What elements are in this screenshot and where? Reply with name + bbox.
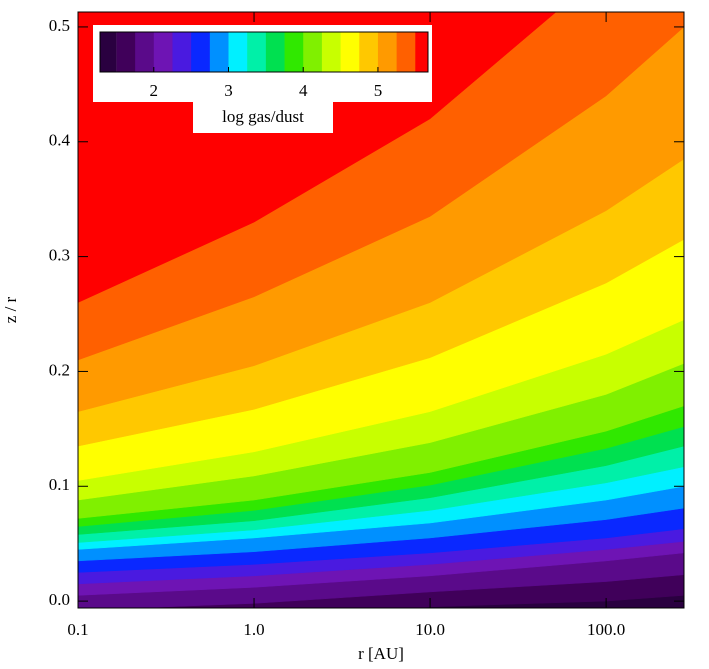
colorbar: 2 3 4 5: [100, 32, 429, 100]
colorbar-tick-label: 4: [299, 81, 308, 100]
colorbar-tick-label: 3: [224, 81, 233, 100]
y-tick-label: 0.3: [49, 246, 70, 265]
colorbar-cell: [359, 32, 379, 72]
colorbar-tick-label: 5: [374, 81, 383, 100]
colorbar-cell: [284, 32, 304, 72]
colorbar-cell: [303, 32, 323, 72]
colorbar-cell: [321, 32, 342, 72]
colorbar-base: [100, 32, 117, 72]
x-tick-label: 1.0: [243, 620, 264, 639]
y-tick-label: 0.4: [49, 131, 71, 150]
y-tick-label: 0.2: [49, 360, 70, 379]
colorbar-cell: [209, 32, 230, 72]
colorbar-cell: [396, 32, 416, 72]
contour-field: [78, 12, 684, 608]
colorbar-cell: [116, 32, 136, 72]
colorbar-cell: [172, 32, 192, 72]
x-tick-label: 100.0: [587, 620, 625, 639]
y-tick-label: 0.0: [49, 590, 70, 609]
colorbar-cell: [340, 32, 360, 72]
colorbar-cell: [135, 32, 155, 72]
colorbar-label: log gas/dust: [222, 107, 304, 126]
colorbar-cell: [191, 32, 211, 72]
plot-frame: [77, 11, 685, 609]
colorbar-tick-label: 2: [150, 81, 159, 100]
axes: 0.1 1.0 10.0 100.0 0.0 0.1 0.2 0.3 0.4 0.5: [49, 12, 684, 639]
x-tick-label: 0.1: [67, 620, 88, 639]
colorbar-cell: [377, 32, 398, 72]
colorbar-cell: [415, 32, 429, 72]
colorbar-cell: [228, 32, 248, 72]
colorbar-cell: [265, 32, 286, 72]
colorbar-label-panel: [193, 100, 333, 133]
y-tick-label: 0.1: [49, 475, 70, 494]
colorbar-frame: [99, 31, 429, 73]
colorbar-cell: [247, 32, 267, 72]
x-axis-label: r [AU]: [358, 644, 404, 663]
colorbar-cell: [153, 32, 173, 72]
y-axis-label: z / r: [1, 296, 20, 323]
y-tick-label: 0.5: [49, 16, 70, 35]
x-tick-label: 10.0: [415, 620, 445, 639]
